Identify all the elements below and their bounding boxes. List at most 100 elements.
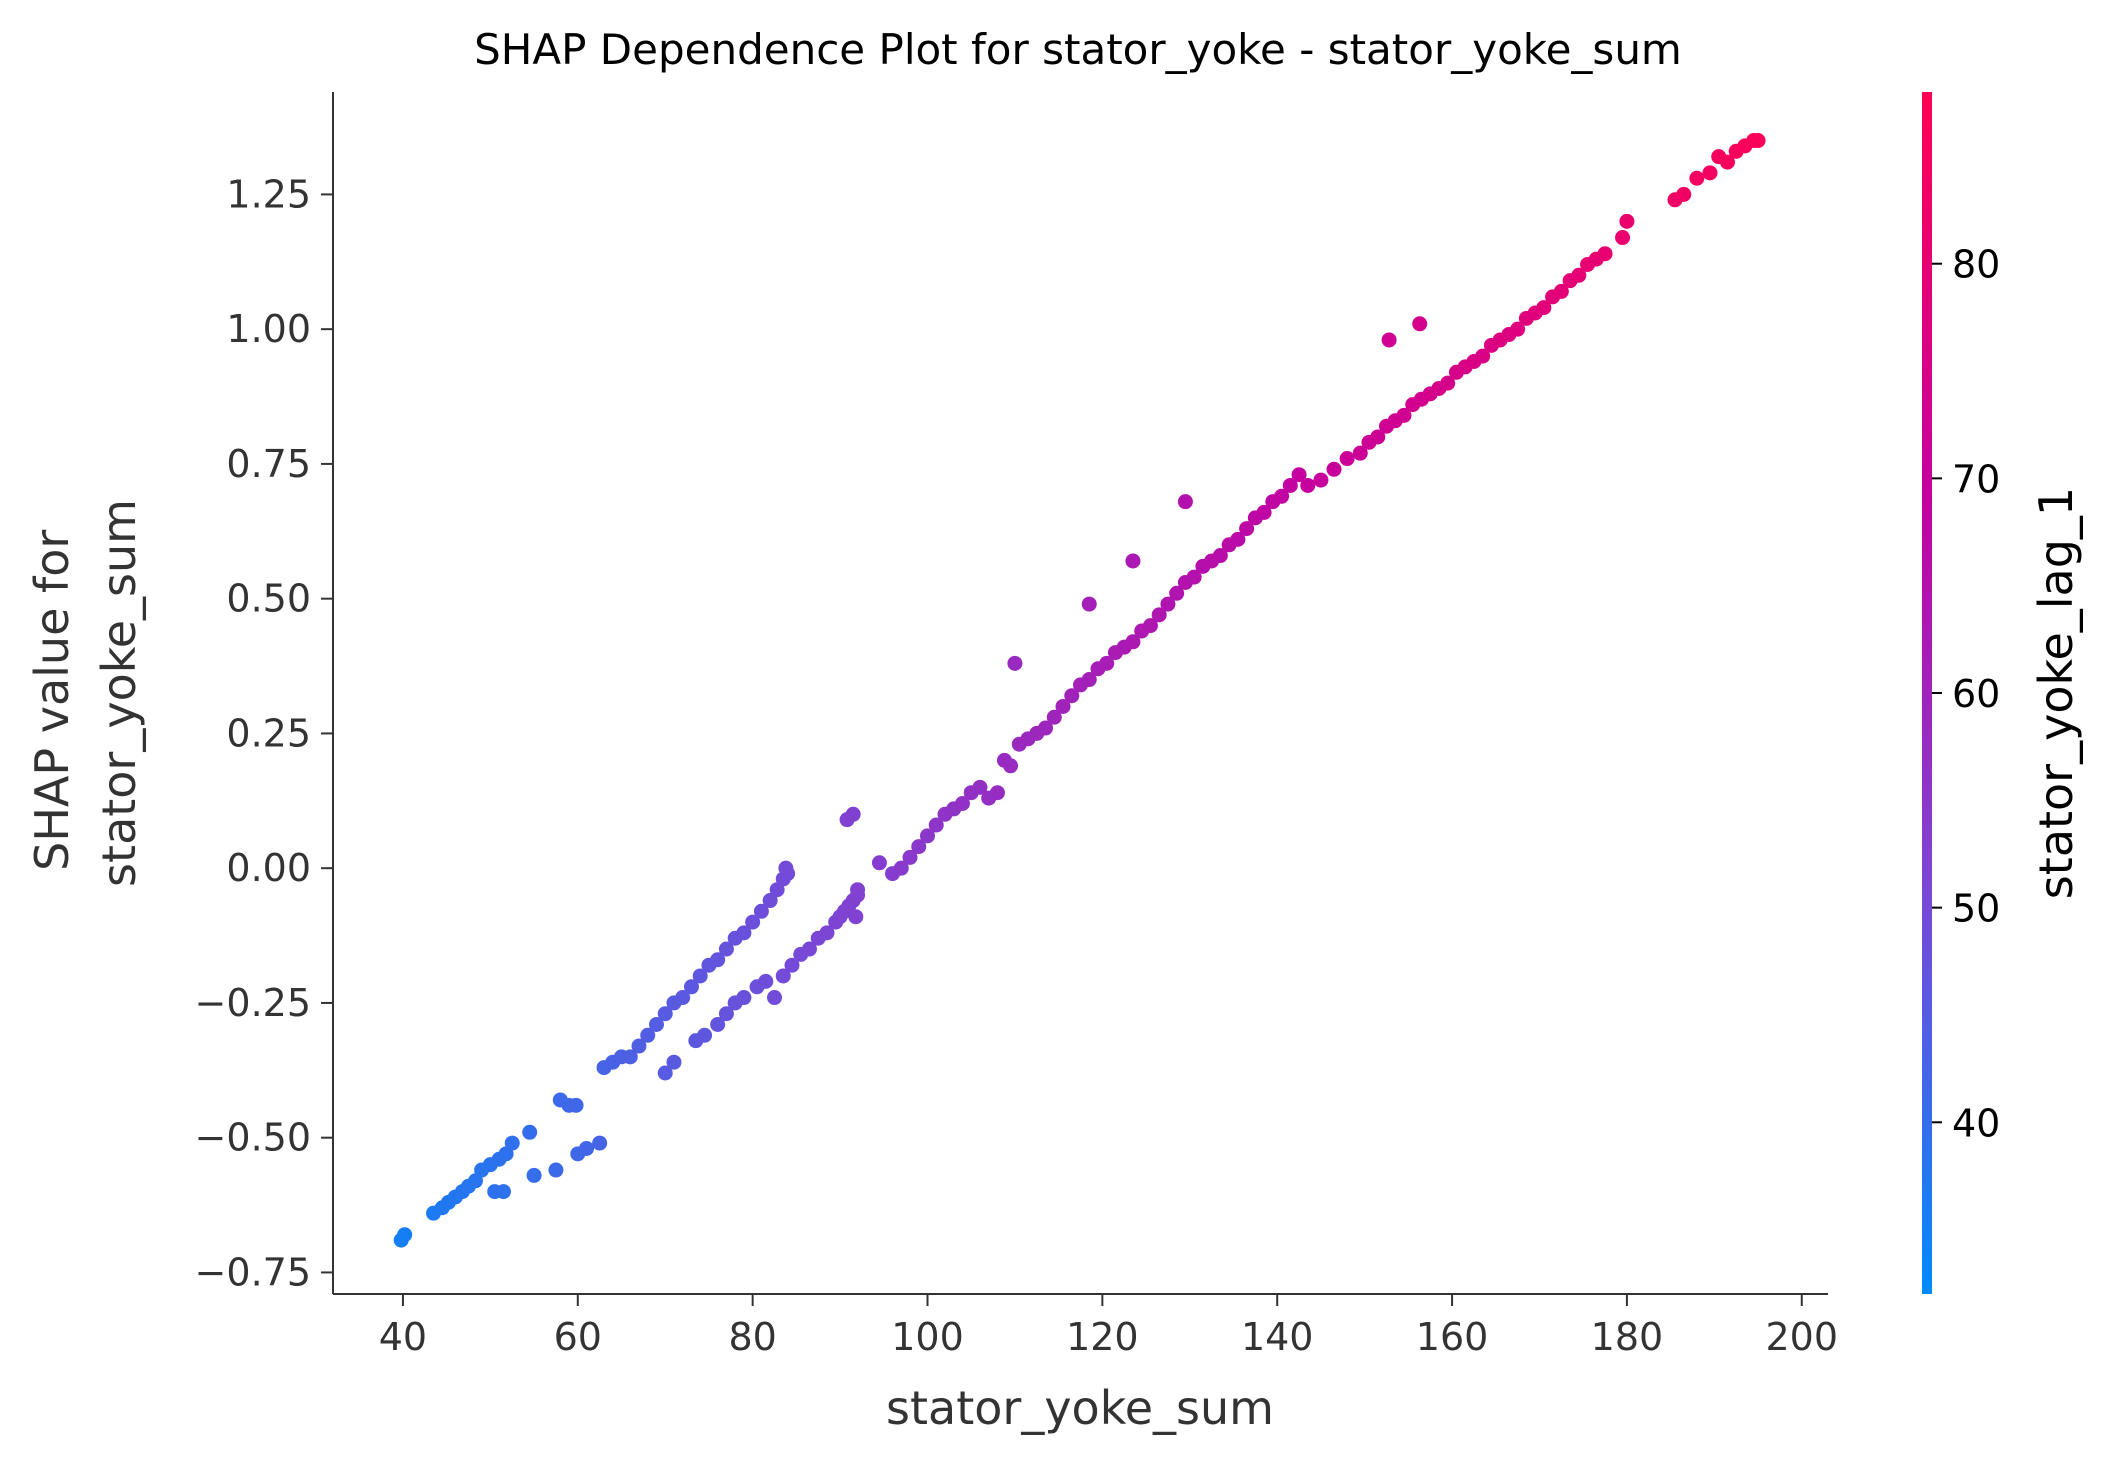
scatter-point <box>1702 165 1718 181</box>
scatter-point <box>1230 531 1246 547</box>
y-tick-label: 0.75 <box>226 442 311 486</box>
scatter-point <box>1212 548 1228 564</box>
scatter-point <box>1291 467 1307 483</box>
scatter-point <box>954 795 970 811</box>
scatter-point <box>397 1227 413 1243</box>
colorbar-tick-label: 60 <box>1952 672 2000 716</box>
scatter-point <box>657 1006 673 1022</box>
scatter-point <box>736 925 752 941</box>
scatter-point <box>1046 709 1062 725</box>
scatter-point <box>758 973 774 989</box>
scatter-point <box>1186 569 1202 585</box>
scatter-point <box>1160 596 1176 612</box>
scatter-point <box>1239 521 1255 537</box>
y-tick-label: −0.25 <box>195 981 311 1025</box>
scatter-point <box>911 839 927 855</box>
y-tick-label: 0.25 <box>226 711 311 755</box>
y-axis-title-line-2: stator_yoke_sum <box>92 499 146 887</box>
scatter-point <box>1619 213 1635 229</box>
chart-title: SHAP Dependence Plot for stator_yoke - s… <box>474 25 1682 74</box>
colorbar-tick-label: 40 <box>1952 1101 2000 1145</box>
x-tick-label: 120 <box>1066 1315 1139 1359</box>
scatter-point <box>1313 472 1329 488</box>
scatter-points <box>393 133 1766 1248</box>
scatter-point <box>893 860 909 876</box>
scatter-point <box>1750 133 1766 149</box>
scatter-point <box>1038 720 1054 736</box>
x-tick-label: 80 <box>728 1315 776 1359</box>
scatter-point <box>1370 429 1386 445</box>
scatter-point <box>1676 186 1692 202</box>
y-tick-label: 1.00 <box>226 307 311 351</box>
scatter-point <box>1536 300 1552 316</box>
scatter-point <box>579 1140 595 1156</box>
scatter-point <box>1125 553 1141 569</box>
scatter-point <box>845 806 861 822</box>
scatter-point <box>775 968 791 984</box>
scatter-point <box>778 860 794 876</box>
scatter-point <box>675 990 691 1006</box>
scatter-point <box>1007 655 1023 671</box>
scatter-point <box>1412 316 1428 332</box>
scatter-point <box>1099 655 1115 671</box>
scatter-point <box>504 1135 520 1151</box>
scatter-point <box>1081 596 1097 612</box>
colorbar-tick-label: 80 <box>1952 243 2000 287</box>
scatter-point <box>848 909 864 925</box>
scatter-point <box>1440 375 1456 391</box>
scatter-point <box>622 1049 638 1065</box>
colorbar-ticks: 40 50 60 70 80 <box>1932 243 2000 1145</box>
scatter-point <box>592 1135 608 1151</box>
scatter-point <box>1689 170 1705 186</box>
scatter-point <box>784 957 800 973</box>
x-tick-label: 100 <box>891 1315 964 1359</box>
x-ticks: 40 60 80 100 120 140 160 180 200 <box>379 1294 1838 1359</box>
colorbar-gradient <box>1922 92 1932 1294</box>
y-tick-label: −0.75 <box>195 1250 311 1294</box>
y-axis-title-line-1: SHAP value for <box>25 530 79 871</box>
scatter-point <box>710 1016 726 1032</box>
scatter-point <box>1510 321 1526 337</box>
colorbar: 40 50 60 70 80 stator_yoke_lag_1 <box>1922 92 2083 1294</box>
scatter-point <box>1081 672 1097 688</box>
y-axis-title: SHAP value for stator_yoke_sum <box>25 499 146 887</box>
scatter-point <box>920 828 936 844</box>
x-axis: 40 60 80 100 120 140 160 180 200 stator_yoke_sum <box>333 1293 1838 1435</box>
y-tick-label: 0.00 <box>226 846 311 890</box>
colorbar-title: stator_yoke_lag_1 <box>2029 487 2083 899</box>
x-tick-label: 180 <box>1591 1315 1664 1359</box>
scatter-point <box>1553 283 1569 299</box>
scatter-point <box>736 990 752 1006</box>
scatter-point <box>526 1167 542 1183</box>
scatter-point <box>1003 758 1019 774</box>
scatter-point <box>1142 618 1158 634</box>
scatter-point <box>989 785 1005 801</box>
scatter-point <box>745 914 761 930</box>
scatter-point <box>1256 504 1272 520</box>
scatter-point <box>718 941 734 957</box>
scatter-point <box>1352 445 1368 461</box>
scatter-point <box>495 1184 511 1200</box>
scatter-point <box>1326 461 1342 477</box>
scatter-point <box>1282 477 1298 493</box>
scatter-point <box>552 1092 568 1108</box>
scatter-point <box>718 1006 734 1022</box>
scatter-point <box>1339 451 1355 467</box>
scatter-point <box>648 1016 664 1032</box>
x-axis-title: stator_yoke_sum <box>886 1381 1274 1435</box>
scatter-point <box>1719 154 1735 170</box>
y-tick-label: 0.50 <box>226 577 311 621</box>
scatter-point <box>1615 230 1631 246</box>
y-tick-label: −0.50 <box>195 1116 311 1160</box>
scatter-point <box>548 1162 564 1178</box>
scatter-point <box>819 925 835 941</box>
scatter-point <box>801 941 817 957</box>
scatter-point <box>657 1065 673 1081</box>
scatter-point <box>1274 488 1290 504</box>
scatter-point <box>928 817 944 833</box>
y-axis: −0.75−0.50−0.250.000.250.500.751.001.25 … <box>25 92 334 1294</box>
y-tick-label: 1.25 <box>226 172 311 216</box>
x-tick-label: 40 <box>379 1315 427 1359</box>
scatter-point <box>710 952 726 968</box>
